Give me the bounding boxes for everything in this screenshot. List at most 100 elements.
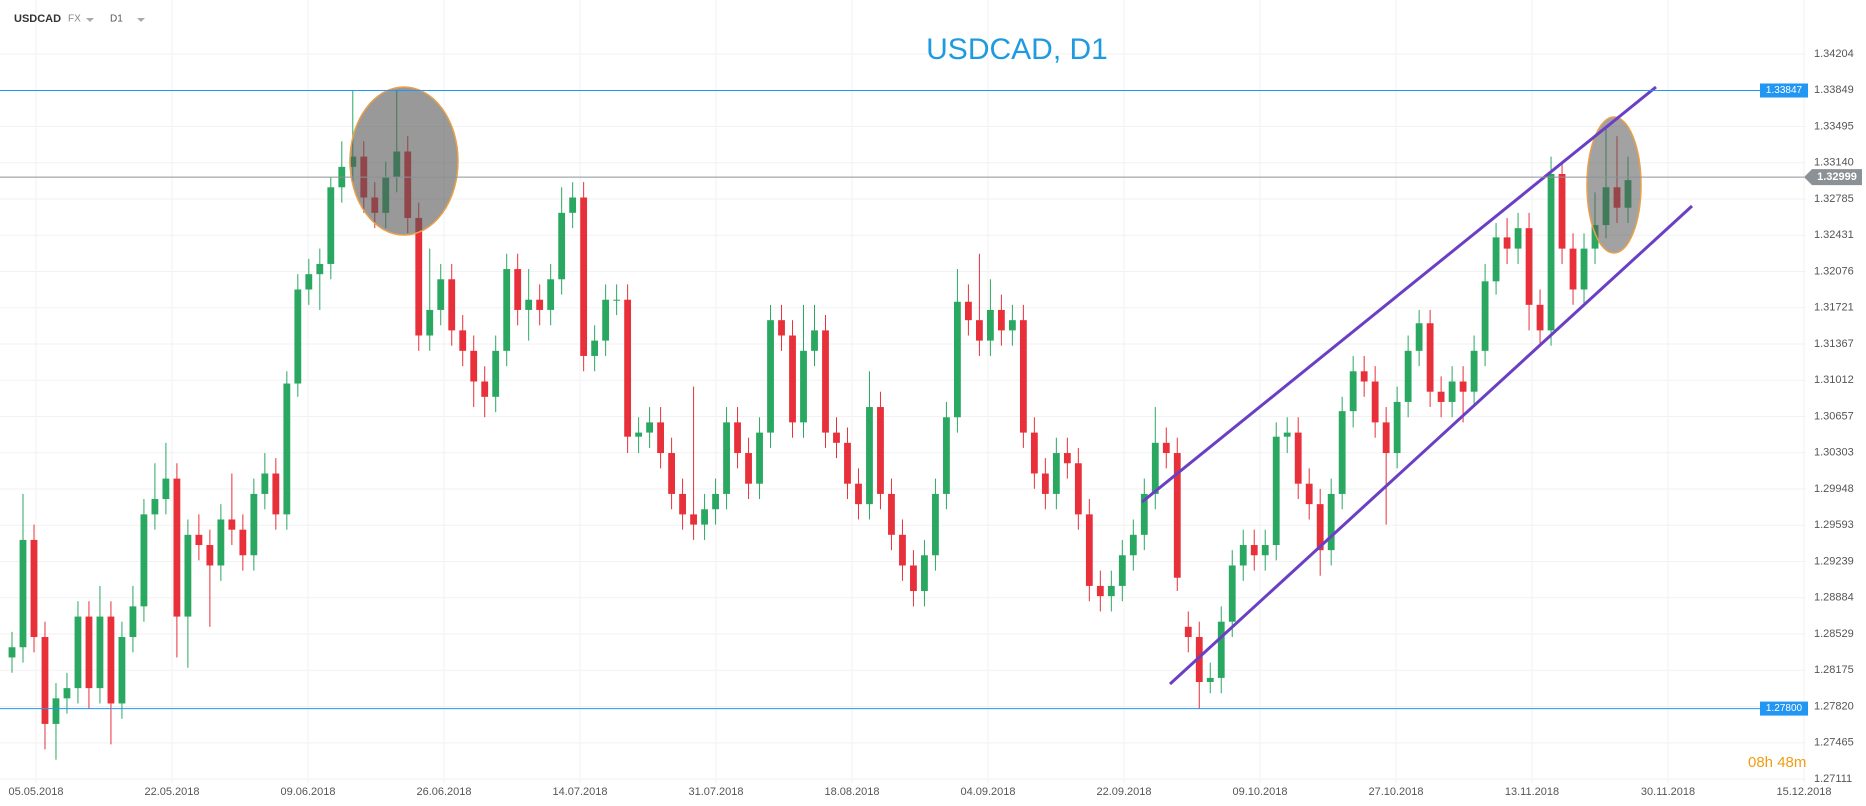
candle-body	[899, 534, 906, 566]
candle-body	[1459, 381, 1467, 392]
candle-body	[217, 519, 225, 566]
current-price-label: 1.32999	[1817, 171, 1857, 183]
candle-body	[965, 301, 972, 321]
candle-body	[250, 493, 258, 556]
candle-body	[514, 269, 522, 310]
candle-body	[85, 616, 93, 689]
symbol[interactable]: USDCAD	[14, 13, 61, 25]
candle-body	[701, 509, 708, 525]
candle-body	[1481, 281, 1489, 351]
candle-body	[789, 335, 796, 423]
candle-body	[910, 565, 917, 592]
market[interactable]: FX	[68, 14, 81, 25]
candle-body	[1349, 371, 1357, 412]
y-tick-label: 1.30657	[1814, 410, 1854, 422]
y-tick-label: 1.32431	[1814, 229, 1854, 241]
candle-body	[525, 299, 533, 310]
candle-body	[536, 299, 544, 310]
candle-body	[1085, 514, 1093, 586]
candle-body	[1206, 677, 1214, 682]
candle-body	[184, 534, 192, 617]
candle-body	[1536, 304, 1544, 331]
candle-body	[228, 519, 236, 530]
candle-body	[844, 442, 851, 484]
candle-body	[591, 340, 599, 356]
candle-body	[1569, 248, 1577, 290]
x-tick-label: 09.06.2018	[280, 786, 335, 798]
y-tick-label: 1.28884	[1814, 592, 1854, 604]
timeframe[interactable]: D1	[110, 14, 123, 25]
candle-body	[74, 616, 82, 689]
price-label-box	[1760, 83, 1808, 98]
overlay: 1.33847 1.27800 1.32999	[0, 83, 1862, 716]
channel-line	[1168, 204, 1694, 686]
candle-body	[569, 197, 577, 213]
candle-body	[1063, 453, 1071, 464]
candle-body	[888, 493, 895, 535]
candle-body	[558, 212, 566, 280]
dropdown-caret[interactable]	[137, 18, 145, 22]
candle-body	[1404, 350, 1412, 402]
candle-body	[305, 274, 313, 290]
candle-body	[162, 478, 170, 500]
candle-body	[1250, 545, 1258, 556]
candle-body	[602, 299, 610, 341]
candle-body	[503, 269, 511, 351]
x-tick-label: 27.10.2018	[1368, 786, 1423, 798]
candle-body	[1591, 225, 1599, 249]
candle-body	[690, 514, 697, 525]
candle-body	[1019, 320, 1027, 433]
y-tick-label: 1.31721	[1814, 302, 1854, 314]
candle-body	[1393, 401, 1401, 454]
candle-body	[997, 309, 1005, 331]
y-tick-label: 1.33495	[1814, 120, 1854, 132]
candle-body	[547, 279, 555, 310]
candle-body	[1371, 381, 1379, 423]
x-tick-label: 18.08.2018	[824, 786, 879, 798]
y-tick-label: 1.28529	[1814, 628, 1854, 640]
candle-body	[1470, 350, 1478, 392]
candle-body	[855, 483, 862, 505]
x-tick-label: 04.09.2018	[960, 786, 1015, 798]
x-tick-label: 13.11.2018	[1505, 786, 1559, 798]
x-tick-label: 26.06.2018	[416, 786, 471, 798]
candle-body	[261, 473, 269, 494]
x-tick-label: 22.05.2018	[144, 786, 199, 798]
candle-body	[679, 493, 686, 515]
candle-body	[1173, 453, 1181, 578]
candle-body	[624, 299, 632, 437]
candle-body	[822, 330, 829, 433]
candle-body	[459, 330, 467, 351]
candle-body	[745, 453, 752, 484]
y-tick-label: 1.34204	[1814, 48, 1854, 60]
candle-body	[1382, 422, 1390, 454]
candle-body	[723, 422, 730, 494]
y-tick-label: 1.27820	[1814, 700, 1854, 712]
grid	[0, 0, 1806, 783]
candle-body	[118, 637, 126, 704]
candle-body	[63, 688, 71, 699]
candle-body	[811, 330, 818, 351]
candle-body	[8, 647, 16, 658]
candle-body	[646, 422, 654, 433]
dropdown-caret[interactable]	[86, 18, 94, 22]
x-tick-label: 30.11.2018	[1641, 786, 1695, 798]
candle-body	[415, 217, 423, 336]
candle-body	[206, 545, 214, 566]
candle-body	[1558, 173, 1566, 249]
candle-body	[1338, 411, 1346, 494]
candle-body	[1052, 453, 1060, 494]
candle-body	[1008, 320, 1016, 331]
y-tick-label: 1.28175	[1814, 664, 1854, 676]
y-tick-label: 1.31012	[1814, 374, 1854, 386]
candle-body	[833, 432, 840, 443]
candle-body	[1448, 381, 1456, 402]
candle-body	[1360, 371, 1368, 382]
candle-body	[1118, 555, 1126, 586]
candle-body	[1228, 565, 1236, 622]
price-label: 1.33847	[1766, 85, 1803, 96]
candle-body	[921, 555, 928, 592]
candle-body	[954, 301, 961, 418]
candle-body	[1327, 493, 1335, 551]
candle-body	[1305, 483, 1313, 505]
